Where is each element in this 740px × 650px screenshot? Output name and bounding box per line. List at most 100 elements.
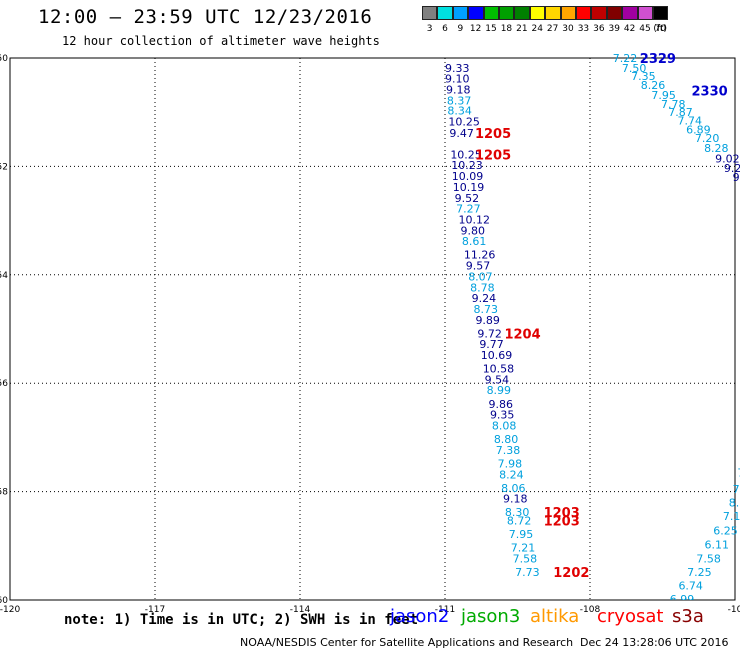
legend-swatch [576,6,592,20]
x-tick-label: -111 [435,605,455,615]
track-layer: 9.339.109.188.378.3410.259.4710.2510.231… [445,52,740,606]
wave-height-label: 9.22 [724,162,740,175]
legend-swatch [483,6,499,20]
legend-label: 6 [442,24,448,34]
satellite-name-jason2: jason2 [390,606,450,627]
wave-height-label: 7.74 [677,114,702,127]
legend-label: 45 [639,24,651,34]
wave-height-label: 9.33 [445,62,470,75]
map-title: 12:00 — 23:59 UTC 12/23/2016 [38,6,373,28]
wave-height-label: 7.73 [515,566,540,579]
y-tick-label: -58 [0,488,8,498]
wave-height-label: 7.35 [631,70,656,83]
legend-swatch [591,6,607,20]
wave-height-label: 6.99 [670,593,695,606]
x-tick-label: -117 [145,605,165,615]
legend-swatch [514,6,530,20]
wave-height-label: 7.87 [668,106,693,119]
y-tick-label: -50 [0,54,8,64]
wave-height-label: 8.07 [468,270,493,283]
wave-height-label: 8.37 [447,94,472,107]
wave-height-label: 7.15 [723,510,740,523]
legend-label: 15 [485,24,497,34]
pass-time-label: 2330 [692,85,728,100]
wave-height-label: 7.58 [696,552,721,565]
wave-height-label: 8.80 [494,433,518,446]
generated-timestamp: Dec 24 13:28:06 UTC 2016 [580,636,729,649]
map-subtitle: 12 hour collection of altimeter wave hei… [62,34,380,48]
wave-height-label: 10.09 [452,170,484,183]
legend-swatch [653,6,669,20]
wave-height-label: 9.47 [449,127,474,140]
pass-time-label: 1202 [553,566,589,581]
legend-swatch [560,6,576,20]
wave-height-label: 9.35 [490,409,515,422]
wave-height-label: 7.21 [511,541,536,554]
wave-height-label: 8.34 [447,105,472,118]
wave-height-label: 7.95 [651,89,676,102]
wave-height-label: 8.61 [462,235,487,248]
legend-swatch [422,6,438,20]
wave-height-label: 9.89 [475,314,500,327]
legend-label: 36 [593,24,605,34]
wave-height-label: 10.69 [481,349,513,362]
legend-label: 3 [426,24,433,34]
wave-height-label: 7.95 [509,528,534,541]
y-tick-label: -54 [0,271,8,281]
wave-height-label: 7.50 [622,62,647,75]
satellite-name-s3a: s3a [672,606,704,627]
legend-label: 30 [562,24,574,34]
pass-time-label: 1205 [475,148,511,163]
satellite-name-jason3: jason3 [461,606,521,627]
wave-height-label: 9.52 [455,192,480,205]
wave-height-label: 8.24 [499,468,523,481]
legend-swatch [452,6,469,20]
legend-label: 39 [608,24,620,34]
wave-height-label: 10.25 [450,148,482,161]
legend-label: 42 [623,24,636,34]
wave-height-label: 10.58 [483,363,515,376]
x-tick-label: -108 [580,605,601,615]
legend-label: 33 [577,24,590,34]
wave-height-label: 8.72 [507,514,532,527]
wave-height-label: 9.77 [479,338,504,351]
wave-height-label: 9.86 [489,398,514,411]
legend-swatch [468,6,484,20]
wave-height-label: 7. [737,467,740,480]
wave-height-label: 9.3 [733,171,740,184]
credit-line: NOAA/NESDIS Center for Satellite Applica… [240,636,574,649]
pass-time-label: 1204 [504,327,540,342]
wave-height-label: 7.27 [456,203,481,216]
y-tick-label: -56 [0,379,8,389]
wave-height-label: 7.38 [496,444,521,457]
wave-height-label: 7.25 [687,566,712,579]
wave-height-label: 10.23 [451,159,483,172]
wave-height-label: 9.54 [485,373,510,386]
pass-time-label: 1205 [475,127,511,142]
x-tick-label: -114 [290,605,311,615]
legend-swatch [606,6,623,20]
legend-label: 18 [500,24,513,34]
wave-height-label: 8.51 [729,496,740,509]
legend-label: 24 [531,24,543,34]
wave-height-label: 9.18 [503,493,528,506]
legend-swatch [637,6,653,20]
wave-height-label: 10.25 [448,115,480,128]
legend-label: 70 [654,24,667,34]
wave-height-label: 11.26 [464,249,496,262]
satellite-name-cryosat: cryosat [597,606,664,627]
wave-height-label: 6.74 [678,579,703,592]
wave-height-label: 9.18 [446,83,471,96]
wave-height-label: 7.7 [733,483,740,496]
wave-height-label: 8.06 [501,482,525,495]
wave-height-label: 8.73 [474,303,499,316]
wave-height-label: 8.28 [704,142,729,155]
wave-height-label: 8.08 [492,419,516,432]
wave-height-label: 9.57 [466,260,491,273]
legend-swatch [622,6,638,20]
wave-height-label: 7.20 [695,132,720,145]
wave-height-label: 10.19 [453,181,485,194]
y-tick-label: -60 [0,596,8,606]
legend-label: 27 [546,24,559,34]
